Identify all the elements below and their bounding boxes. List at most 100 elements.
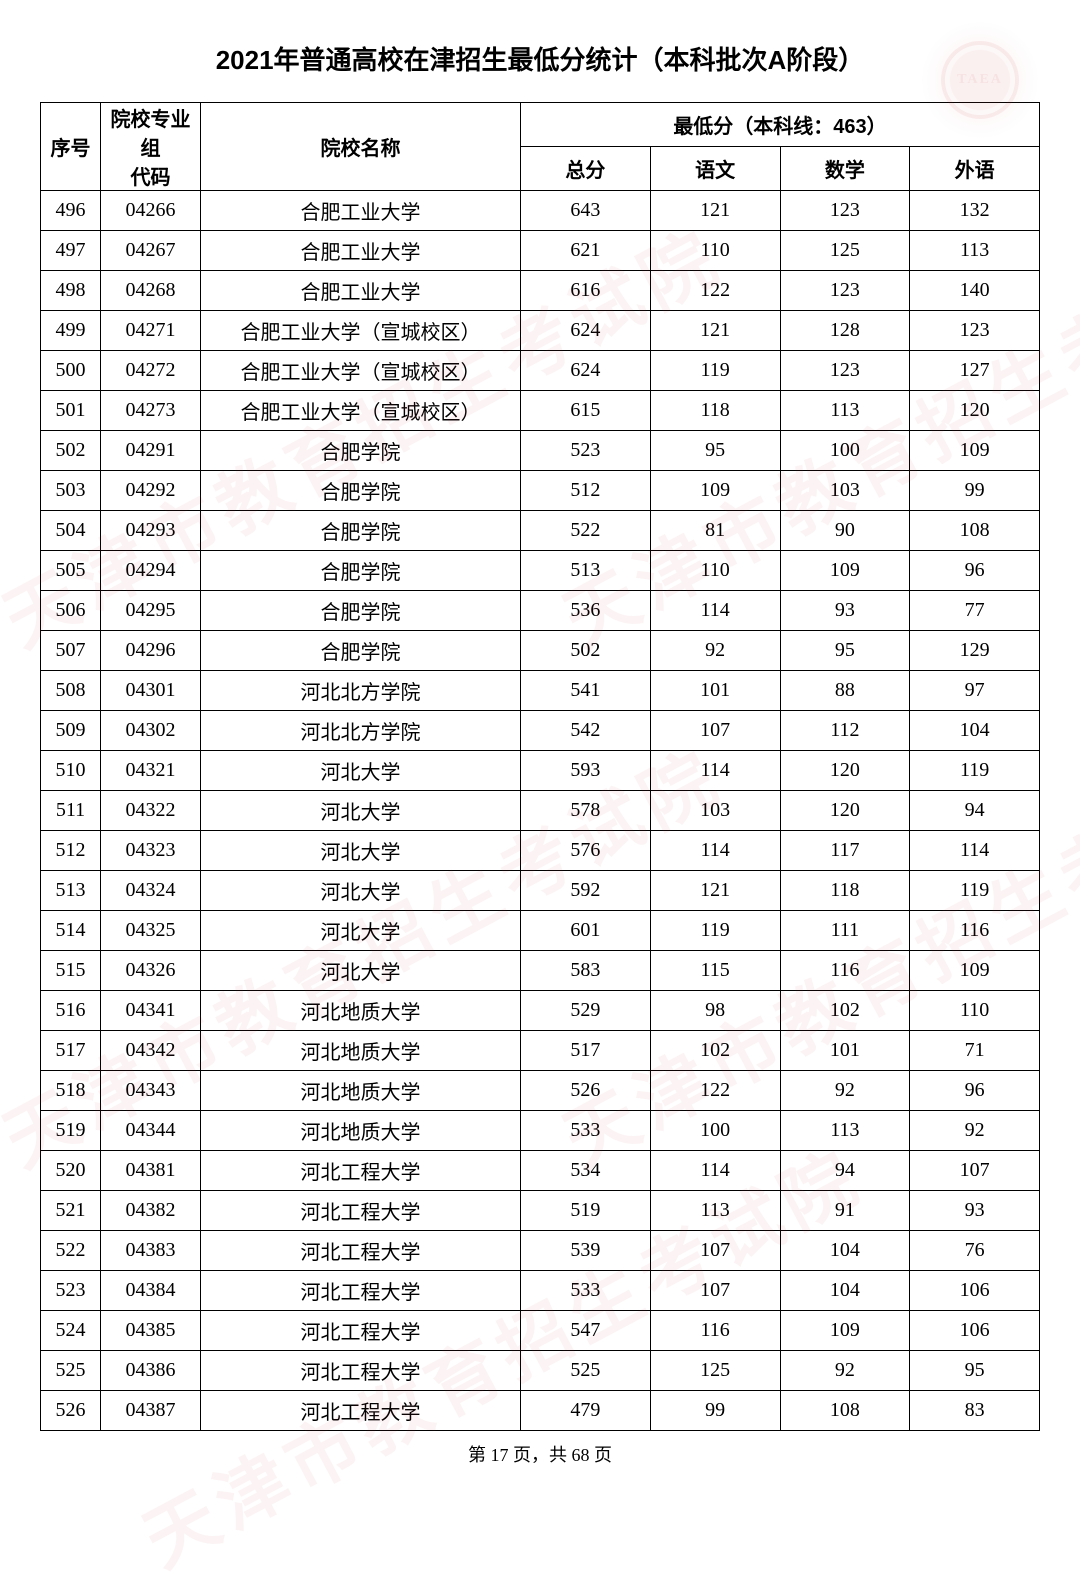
cell-seq: 498 [41,271,101,311]
header-chinese: 语文 [650,147,780,191]
table-row: 51504326河北大学583115116109 [41,951,1040,991]
cell-math: 92 [780,1071,910,1111]
cell-foreign: 132 [910,191,1040,231]
cell-chinese: 113 [650,1191,780,1231]
cell-code: 04291 [101,431,201,471]
cell-name: 河北大学 [201,951,521,991]
cell-seq: 522 [41,1231,101,1271]
cell-seq: 518 [41,1071,101,1111]
cell-code: 04344 [101,1111,201,1151]
cell-code: 04294 [101,551,201,591]
cell-chinese: 125 [650,1351,780,1391]
table-row: 50004272合肥工业大学（宣城校区）624119123127 [41,351,1040,391]
cell-seq: 519 [41,1111,101,1151]
cell-total: 601 [521,911,651,951]
table-row: 52204383河北工程大学53910710476 [41,1231,1040,1271]
cell-name: 河北工程大学 [201,1311,521,1351]
table-row: 51104322河北大学57810312094 [41,791,1040,831]
cell-math: 104 [780,1271,910,1311]
header-name: 院校名称 [201,103,521,191]
header-code-line2: 代码 [131,167,171,189]
cell-math: 109 [780,551,910,591]
cell-name: 河北大学 [201,871,521,911]
cell-code: 04387 [101,1391,201,1431]
cell-name: 河北工程大学 [201,1391,521,1431]
cell-total: 522 [521,511,651,551]
table-row: 50304292合肥学院51210910399 [41,471,1040,511]
cell-code: 04267 [101,231,201,271]
cell-chinese: 102 [650,1031,780,1071]
cell-code: 04266 [101,191,201,231]
table-row: 50404293合肥学院5228190108 [41,511,1040,551]
header-code: 院校专业组 代码 [101,103,201,191]
cell-seq: 507 [41,631,101,671]
cell-total: 615 [521,391,651,431]
cell-chinese: 115 [650,951,780,991]
cell-seq: 515 [41,951,101,991]
cell-foreign: 119 [910,751,1040,791]
cell-foreign: 109 [910,951,1040,991]
cell-math: 108 [780,1391,910,1431]
cell-foreign: 109 [910,431,1040,471]
cell-name: 河北地质大学 [201,991,521,1031]
cell-chinese: 121 [650,311,780,351]
table-row: 50604295合肥学院5361149377 [41,591,1040,631]
table-row: 49704267合肥工业大学621110125113 [41,231,1040,271]
header-code-line1: 院校专业组 [111,109,191,160]
cell-name: 河北地质大学 [201,1071,521,1111]
cell-code: 04323 [101,831,201,871]
cell-total: 542 [521,711,651,751]
score-table: 序号 院校专业组 代码 院校名称 最低分（本科线：463） 总分 语文 数学 外… [40,102,1040,1431]
cell-foreign: 120 [910,391,1040,431]
cell-chinese: 122 [650,271,780,311]
cell-seq: 511 [41,791,101,831]
cell-seq: 502 [41,431,101,471]
cell-foreign: 123 [910,311,1040,351]
cell-code: 04384 [101,1271,201,1311]
cell-code: 04271 [101,311,201,351]
cell-chinese: 114 [650,1151,780,1191]
cell-chinese: 114 [650,831,780,871]
cell-code: 04386 [101,1351,201,1391]
cell-seq: 520 [41,1151,101,1191]
cell-total: 519 [521,1191,651,1231]
cell-math: 102 [780,991,910,1031]
cell-name: 合肥学院 [201,431,521,471]
cell-chinese: 114 [650,751,780,791]
cell-foreign: 77 [910,591,1040,631]
cell-total: 533 [521,1271,651,1311]
cell-seq: 514 [41,911,101,951]
cell-total: 643 [521,191,651,231]
cell-seq: 521 [41,1191,101,1231]
cell-name: 河北大学 [201,751,521,791]
cell-total: 541 [521,671,651,711]
cell-math: 95 [780,631,910,671]
table-row: 51804343河北地质大学5261229296 [41,1071,1040,1111]
cell-total: 525 [521,1351,651,1391]
cell-foreign: 116 [910,911,1040,951]
table-row: 50104273合肥工业大学（宣城校区）615118113120 [41,391,1040,431]
table-row: 51904344河北地质大学53310011392 [41,1111,1040,1151]
cell-name: 合肥工业大学（宣城校区） [201,391,521,431]
table-row: 50704296合肥学院5029295129 [41,631,1040,671]
cell-total: 621 [521,231,651,271]
cell-name: 合肥工业大学（宣城校区） [201,351,521,391]
header-seq: 序号 [41,103,101,191]
cell-total: 513 [521,551,651,591]
cell-chinese: 103 [650,791,780,831]
cell-math: 90 [780,511,910,551]
cell-math: 117 [780,831,910,871]
table-row: 51604341河北地质大学52998102110 [41,991,1040,1031]
cell-math: 120 [780,751,910,791]
cell-chinese: 122 [650,1071,780,1111]
cell-name: 河北工程大学 [201,1191,521,1231]
cell-name: 河北工程大学 [201,1231,521,1271]
cell-math: 104 [780,1231,910,1271]
cell-chinese: 121 [650,191,780,231]
cell-name: 合肥学院 [201,511,521,551]
cell-foreign: 106 [910,1271,1040,1311]
cell-name: 合肥工业大学 [201,231,521,271]
cell-math: 103 [780,471,910,511]
cell-seq: 505 [41,551,101,591]
cell-foreign: 96 [910,551,1040,591]
